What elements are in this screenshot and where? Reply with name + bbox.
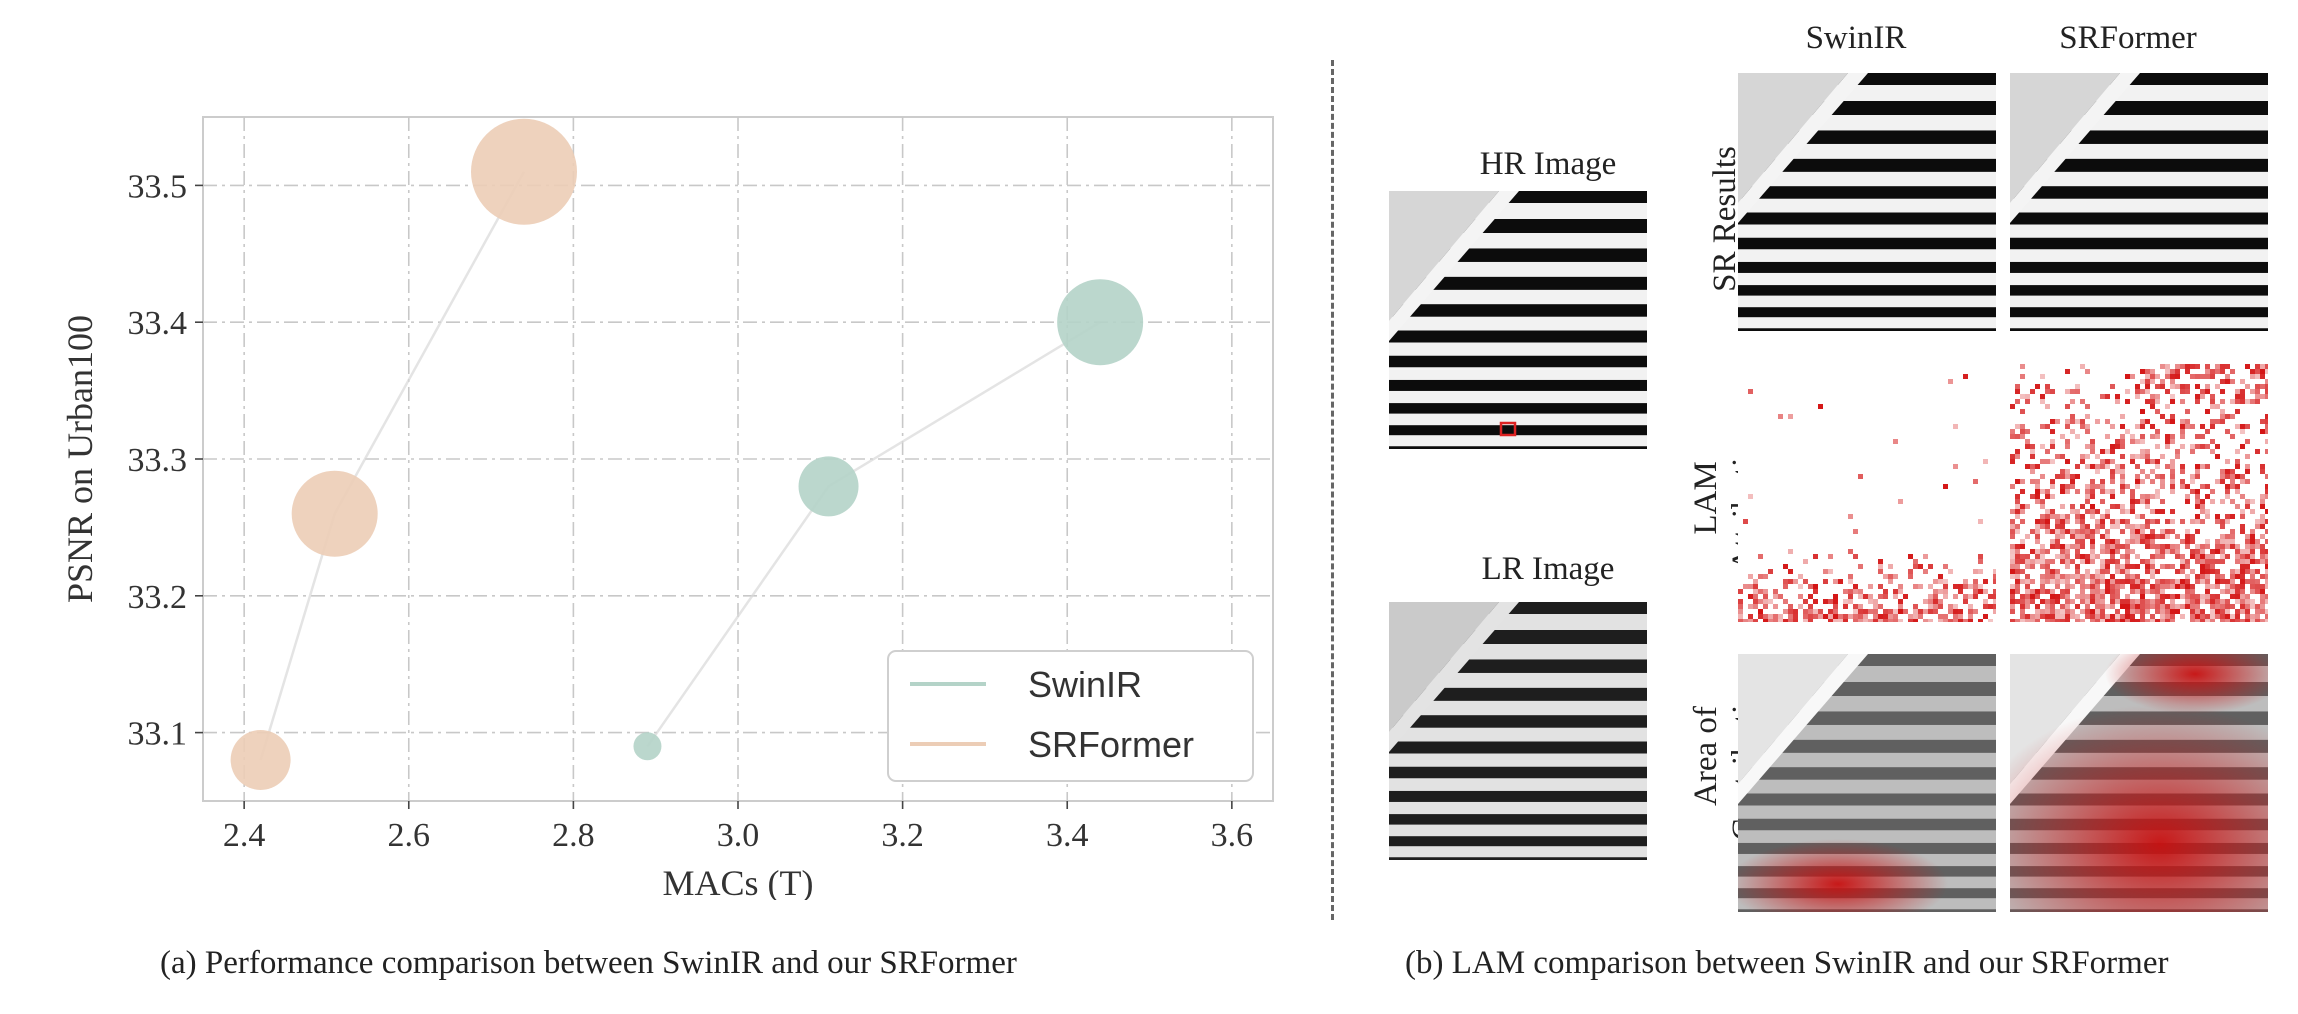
x-tick-label: 3.6	[1211, 817, 1254, 854]
x-tick-label: 3.4	[1046, 817, 1089, 854]
panel-divider	[1331, 60, 1334, 920]
col-title-srformer: SRFormer	[2059, 20, 2197, 56]
caption-right: (b) LAM comparison between SwinIR and ou…	[1405, 945, 2169, 981]
performance-scatter-chart: 2.4 2.6 2.8 3.0 3.2 3.4 3.6 33.1 33.2 33.3 33.4 33.…	[60, 116, 1274, 900]
hr-image-title: HR Image	[1479, 146, 1617, 182]
lr-image	[1389, 602, 1647, 860]
y-tick-label: 33.2	[128, 579, 188, 616]
point-srformer	[471, 118, 577, 225]
x-tick-label: 3.2	[881, 817, 924, 854]
x-tick-label: 2.4	[223, 817, 266, 854]
area-of-contribution-swinir	[1738, 654, 1996, 912]
lam-attribution-swinir	[1738, 364, 1996, 622]
point-swinir	[798, 456, 859, 517]
caption-left: (a) Performance comparison between SwinI…	[160, 945, 1017, 981]
sr-result-srformer	[2010, 73, 2268, 331]
point-srformer	[291, 470, 378, 557]
area-of-contribution-srformer	[2010, 654, 2268, 912]
lr-image-title: LR Image	[1481, 551, 1615, 587]
x-tick-label: 2.6	[388, 817, 431, 854]
x-axis-label: MACs (T)	[663, 863, 814, 900]
y-tick-label: 33.5	[128, 168, 188, 205]
y-axis-label: PSNR on Urban100	[60, 315, 100, 603]
y-tick-label: 33.1	[128, 716, 188, 753]
sr-result-swinir	[1738, 73, 1996, 331]
point-swinir	[633, 732, 662, 761]
y-tick-label: 33.3	[128, 442, 188, 479]
lam-attribution-srformer	[2010, 364, 2268, 622]
y-tick-label: 33.4	[128, 305, 188, 342]
x-tick-label: 3.0	[717, 817, 760, 854]
legend-label-swinir: SwinIR	[1028, 664, 1142, 705]
x-tick-label: 2.8	[552, 817, 595, 854]
hr-image	[1389, 191, 1647, 449]
point-srformer	[230, 729, 291, 790]
col-title-swinir: SwinIR	[1805, 20, 1907, 56]
point-swinir	[1057, 279, 1144, 366]
legend-label-srformer: SRFormer	[1028, 724, 1194, 765]
